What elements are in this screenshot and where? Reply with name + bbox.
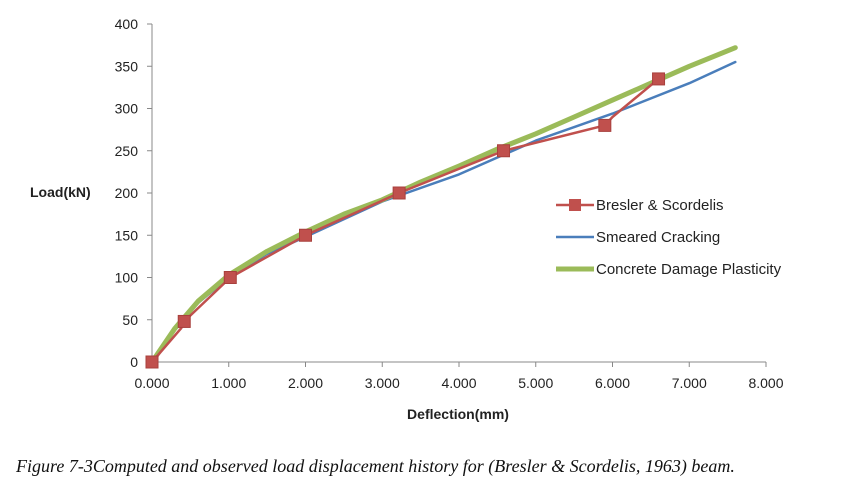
y-ticks: 0 50 100 150 200 250 300 350 400 — [115, 16, 152, 370]
legend-label: Concrete Damage Plasticity — [596, 261, 782, 278]
y-tick-label: 100 — [115, 270, 139, 286]
x-axis-title: Deflection(mm) — [407, 406, 509, 422]
y-tick-label: 300 — [115, 101, 139, 117]
series-line-concrete-damage-plasticity — [149, 45, 738, 365]
figure-caption: Figure 7-3Computed and observed load dis… — [16, 456, 735, 476]
data-point-marker — [177, 314, 191, 328]
legend-marker — [569, 199, 581, 211]
x-tick-label: 2.000 — [288, 375, 323, 391]
y-tick-label: 50 — [122, 312, 138, 328]
y-tick-label: 200 — [115, 185, 139, 201]
y-tick-label: 150 — [115, 227, 139, 243]
data-point-marker — [652, 72, 666, 86]
x-tick-label: 0.000 — [134, 375, 169, 391]
data-point-marker — [497, 144, 511, 158]
x-tick-label: 1.000 — [211, 375, 246, 391]
y-axis-title: Load(kN) — [30, 184, 91, 200]
y-tick-label: 350 — [115, 58, 139, 74]
data-point-marker — [145, 355, 159, 369]
data-point-marker — [392, 186, 406, 200]
y-tick-label: 400 — [115, 16, 139, 32]
data-point-marker — [299, 228, 312, 242]
load-deflection-chart: 0 50 100 150 200 250 300 350 400 0.000 1.000 2.000… — [30, 16, 784, 422]
x-tick-label: 8.000 — [748, 375, 783, 391]
data-point-marker — [223, 271, 237, 284]
series-layer — [145, 45, 738, 369]
x-tick-label: 6.000 — [595, 375, 630, 391]
data-point-marker — [598, 118, 612, 132]
series-line-bresler-scordelis — [150, 77, 660, 364]
legend-label: Smeared Cracking — [596, 229, 720, 246]
x-tick-label: 4.000 — [441, 375, 476, 391]
x-tick-label: 7.000 — [672, 375, 707, 391]
legend-label: Bresler & Scordelis — [596, 197, 724, 214]
x-ticks: 0.000 1.000 2.000 3.000 4.000 5.000 6.000 7.000… — [134, 362, 784, 391]
y-tick-label: 250 — [115, 143, 139, 159]
x-tick-label: 5.000 — [518, 375, 553, 391]
legend: Bresler & Scordelis Smeared Cracking Concr… — [556, 197, 782, 278]
x-tick-label: 3.000 — [365, 375, 400, 391]
y-tick-label: 0 — [130, 354, 138, 370]
